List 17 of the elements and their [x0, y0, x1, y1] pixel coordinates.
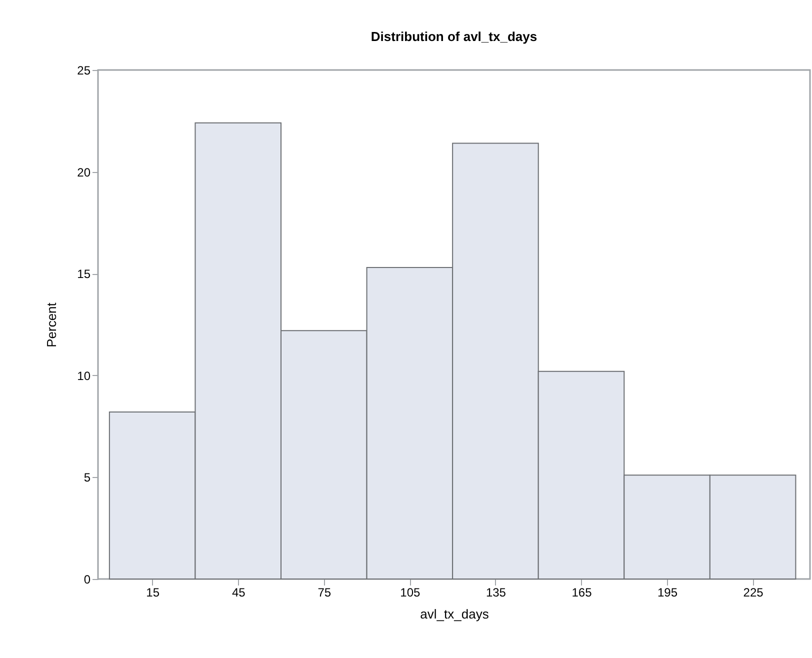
x-tick-label: 105: [400, 586, 421, 600]
y-tick-label: 0: [84, 572, 91, 586]
x-axis-title: avl_tx_days: [420, 606, 490, 622]
x-tick-label: 75: [318, 586, 332, 600]
y-tick-label: 20: [77, 165, 91, 180]
y-axis-title: Percent: [44, 302, 60, 348]
y-tick-label: 10: [77, 368, 91, 383]
y-tick-label: 25: [77, 64, 91, 78]
x-tick-label: 225: [743, 586, 764, 600]
chart-title: Distribution of avl_tx_days: [370, 29, 538, 44]
y-tick-label: 15: [77, 267, 91, 282]
x-tick-label: 135: [486, 586, 506, 600]
y-tick-label: 5: [84, 470, 91, 485]
x-tick-label: 45: [232, 586, 246, 600]
x-tick-label: 15: [146, 586, 160, 600]
x-tick-label: 195: [658, 586, 678, 600]
x-tick-label: 165: [572, 586, 592, 600]
